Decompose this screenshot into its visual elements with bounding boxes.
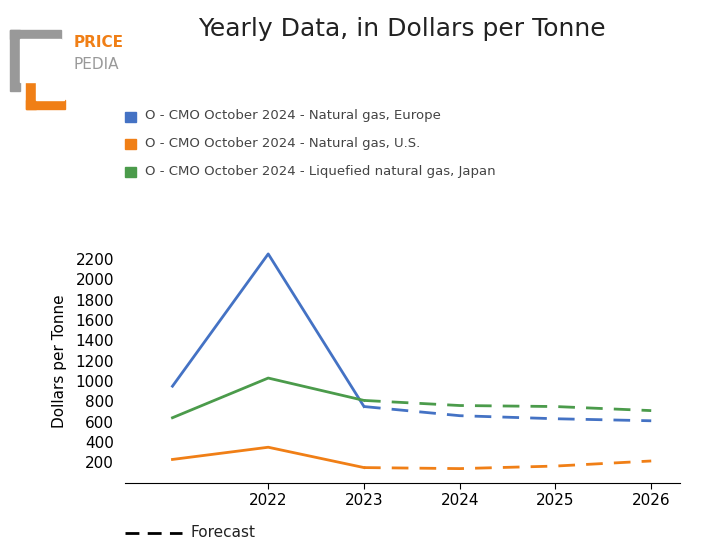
- Bar: [10, 30, 61, 39]
- Text: O - CMO October 2024 - Liquefied natural gas, Japan: O - CMO October 2024 - Liquefied natural…: [145, 165, 495, 178]
- Bar: [10, 30, 20, 91]
- Text: PRICE: PRICE: [74, 34, 124, 50]
- Text: Yearly Data, in Dollars per Tonne: Yearly Data, in Dollars per Tonne: [199, 17, 606, 41]
- Bar: [26, 59, 36, 109]
- Bar: [36, 59, 64, 100]
- Y-axis label: Dollars per Tonne: Dollars per Tonne: [52, 294, 67, 427]
- Bar: [20, 39, 61, 82]
- Text: O - CMO October 2024 - Natural gas, Europe: O - CMO October 2024 - Natural gas, Euro…: [145, 109, 441, 123]
- Text: PEDIA: PEDIA: [74, 57, 120, 72]
- Text: Forecast: Forecast: [190, 525, 255, 541]
- Text: O - CMO October 2024 - Natural gas, U.S.: O - CMO October 2024 - Natural gas, U.S.: [145, 137, 420, 150]
- Bar: [26, 100, 65, 109]
